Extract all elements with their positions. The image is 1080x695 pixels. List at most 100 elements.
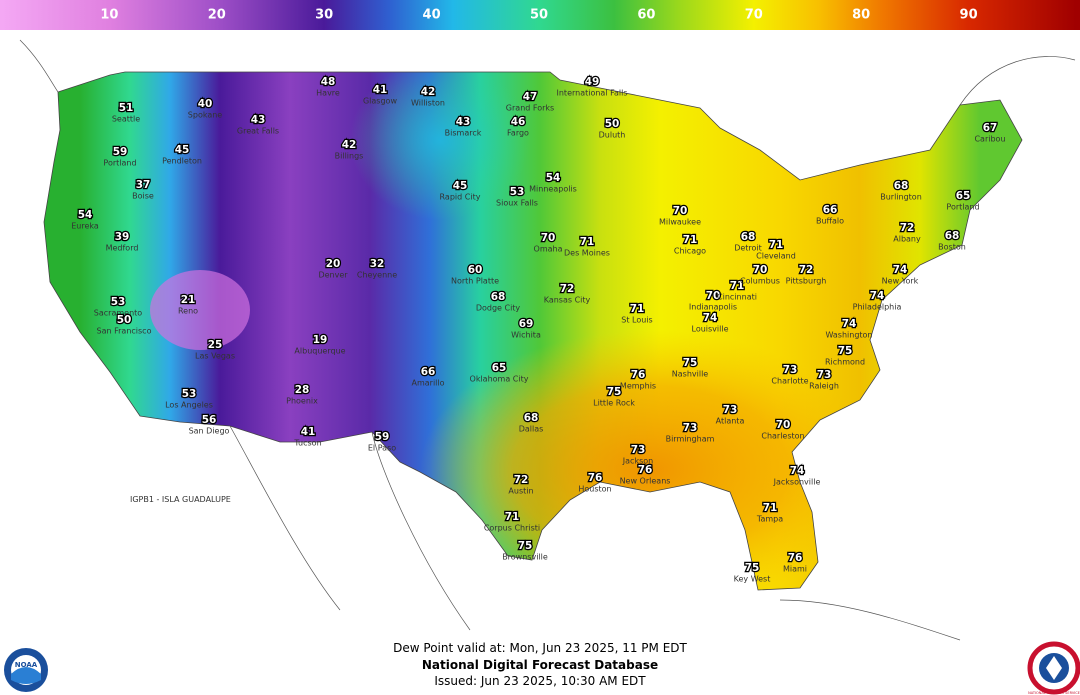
station-name: Duluth [599, 131, 626, 140]
station-name: Memphis [620, 382, 656, 391]
colorbar-tick-label: 10 [100, 8, 118, 23]
issued-time: Issued: Jun 23 2025, 10:30 AM EDT [434, 674, 646, 688]
station-value: 19 [313, 334, 328, 346]
station-value: 42 [342, 139, 357, 151]
station-value: 42 [421, 86, 436, 98]
station-name: Medford [106, 244, 139, 253]
station-name: Washington [825, 331, 872, 340]
station-value: 72 [560, 283, 575, 295]
station-name: San Francisco [97, 327, 152, 336]
station-name: Atlanta [716, 417, 745, 426]
station-value: 70 [541, 232, 556, 244]
colorbar-tick-label: 50 [530, 8, 548, 23]
colorbar-tick-label: 70 [745, 8, 763, 23]
station-value: 51 [119, 102, 134, 114]
station-value: 76 [638, 464, 653, 476]
station-name: Spokane [188, 111, 223, 120]
station-value: 73 [683, 422, 698, 434]
station-value: 67 [983, 122, 998, 134]
station-value: 76 [788, 552, 803, 564]
station-value: 68 [945, 230, 960, 242]
station-value: 72 [514, 474, 529, 486]
station-name: San Diego [189, 427, 230, 436]
station-value: 75 [518, 540, 533, 552]
station-value: 21 [181, 294, 196, 306]
station-name: Jacksonville [773, 478, 821, 487]
station-name: Bismarck [445, 129, 482, 138]
station-value: 70 [706, 290, 721, 302]
station-name: Sioux Falls [496, 199, 538, 208]
station-value: 60 [468, 264, 483, 276]
station-value: 43 [251, 114, 266, 126]
station-name: St Louis [621, 316, 652, 325]
colorbar-tick-label: 40 [423, 8, 441, 23]
station-name: Albuquerque [294, 347, 345, 356]
station-name: Las Vegas [195, 352, 235, 361]
station-name: Oklahoma City [470, 375, 529, 384]
station-value: 25 [208, 339, 223, 351]
station-value: 40 [198, 98, 213, 110]
station-name: Jackson [622, 457, 653, 466]
station-name: Corpus Christi [484, 524, 540, 533]
station-value: 45 [175, 144, 190, 156]
station-name: Burlington [880, 193, 922, 202]
station-name: Richmond [825, 358, 865, 367]
station-value: 20 [326, 258, 341, 270]
station-name: Havre [316, 89, 340, 98]
station-name: El Paso [368, 444, 396, 453]
station-value: 74 [870, 290, 885, 302]
station-value: 71 [683, 234, 698, 246]
station-value: 59 [113, 146, 128, 158]
station-name: Indianapolis [689, 303, 737, 312]
station-name: Glasgow [363, 97, 397, 106]
station-value: 71 [769, 239, 784, 251]
station-value: 71 [505, 511, 520, 523]
station-value: 76 [631, 369, 646, 381]
station-value: 45 [453, 180, 468, 192]
station-value: 68 [741, 231, 756, 243]
station-value: 74 [842, 318, 857, 330]
station-name: Albany [893, 235, 921, 244]
station-name: Sacramento [94, 309, 142, 318]
station-value: 48 [321, 76, 336, 88]
colorbar-tick-label: 80 [852, 8, 870, 23]
station-name: Miami [783, 565, 807, 574]
station-name: Austin [508, 487, 533, 496]
station-value: 68 [491, 291, 506, 303]
station-name: Little Rock [593, 399, 635, 408]
station-name: Minneapolis [529, 185, 577, 194]
station-name: Cincinnati [717, 293, 757, 302]
us-outline [43, 71, 1023, 591]
station-value: 39 [115, 231, 130, 243]
station-value: 50 [117, 314, 132, 326]
station-name: Cheyenne [357, 271, 397, 280]
station-value: 32 [370, 258, 385, 270]
noaa-text: NOAA [15, 661, 38, 669]
station-name: Boston [938, 243, 966, 252]
station-name: Des Moines [564, 249, 610, 258]
station-name: Buffalo [816, 217, 844, 226]
station-value: 74 [703, 312, 718, 324]
station-value: 75 [745, 562, 760, 574]
station-value: 56 [202, 414, 217, 426]
station-name: Cleveland [756, 252, 796, 261]
station-value: 71 [763, 502, 778, 514]
station-value: 72 [799, 264, 814, 276]
station-name: Amarillo [411, 379, 444, 388]
colorbar-tick-label: 90 [960, 8, 978, 23]
station-value: 53 [510, 186, 525, 198]
station-value: 68 [894, 180, 909, 192]
station-name: Pittsburgh [786, 277, 827, 286]
station-name: Charleston [761, 432, 804, 441]
station-name: Key West [734, 575, 771, 584]
station-value: 65 [492, 362, 507, 374]
station-value: 37 [136, 179, 151, 191]
station-name: Billings [335, 152, 364, 161]
station-name: Houston [578, 485, 611, 494]
station-name: Grand Forks [506, 104, 554, 113]
station-name: Columbus [740, 277, 780, 286]
station-value: 76 [588, 472, 603, 484]
station-name: Chicago [674, 247, 706, 256]
station-value: 41 [301, 426, 316, 438]
